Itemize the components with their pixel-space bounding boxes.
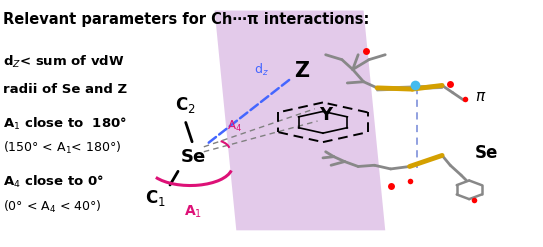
Text: A$_4$: A$_4$: [227, 119, 242, 134]
Text: Y: Y: [319, 106, 332, 124]
Text: Relevant parameters for Ch⋯π interactions:: Relevant parameters for Ch⋯π interaction…: [3, 12, 370, 27]
Text: Se: Se: [180, 148, 206, 166]
Text: Se: Se: [475, 144, 498, 162]
Text: Z: Z: [294, 61, 309, 81]
Text: (150° < A$_1$< 180°): (150° < A$_1$< 180°): [3, 140, 122, 156]
Text: d$_Z$< sum of vdW: d$_Z$< sum of vdW: [3, 54, 125, 70]
Text: (0° < A$_4$ < 40°): (0° < A$_4$ < 40°): [3, 199, 102, 215]
Text: radii of Se and Z: radii of Se and Z: [3, 82, 128, 96]
Text: A$_4$ close to 0°: A$_4$ close to 0°: [3, 174, 104, 190]
Polygon shape: [214, 11, 385, 230]
Text: A$_1$ close to  180°: A$_1$ close to 180°: [3, 115, 127, 132]
Text: C$_2$: C$_2$: [174, 95, 195, 115]
Text: $\pi$: $\pi$: [475, 89, 486, 104]
Text: C$_1$: C$_1$: [144, 188, 166, 208]
Text: d$_z$: d$_z$: [254, 62, 269, 78]
Text: A$_1$: A$_1$: [184, 203, 202, 220]
